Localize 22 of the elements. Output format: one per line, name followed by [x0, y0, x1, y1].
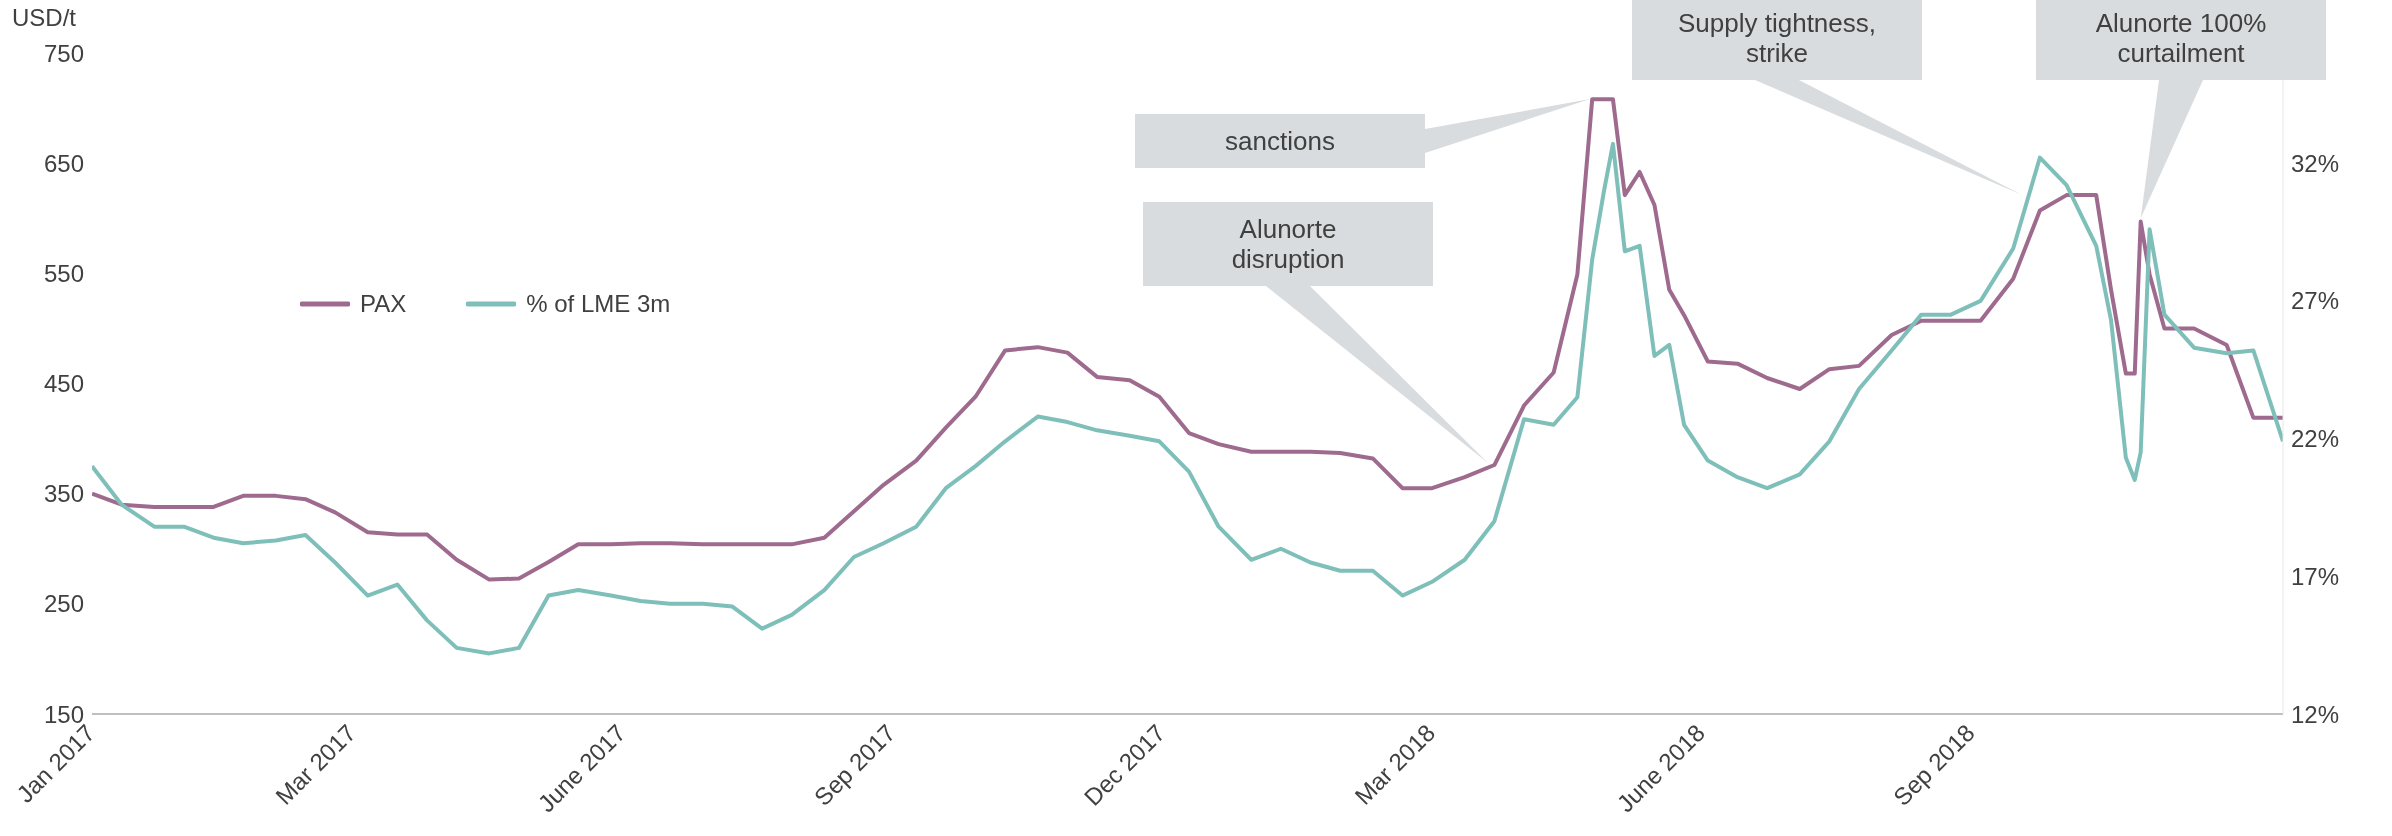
y-tick-label: 750	[43, 39, 84, 67]
y-tick-label: 550	[43, 259, 84, 287]
annotation: Alunorte disruption	[1231, 214, 1345, 274]
y2-tick-label: 12%	[2291, 700, 2340, 728]
callout-box: Supply tightness, strike	[1632, 0, 2023, 196]
y2-tick-label: 32%	[2291, 149, 2340, 177]
annotation: sanctions	[1225, 126, 1335, 156]
callout-box: sanctions	[1135, 99, 1590, 168]
y-tick-label: 450	[43, 370, 84, 398]
y-axis-title: USD/t	[12, 4, 77, 32]
callout-box: Alunorte disruption	[1143, 202, 1488, 463]
legend-label: PAX	[360, 290, 407, 318]
annotation: Supply tightness, strike	[1677, 8, 1877, 68]
y-tick-label: 650	[43, 149, 84, 177]
y-tick-label: 250	[43, 590, 84, 618]
legend-label: % of LME 3m	[526, 290, 671, 318]
y-tick-label: 350	[43, 480, 84, 508]
annotation: Alunorte 100% curtailment	[2095, 8, 2267, 68]
y2-tick-label: 17%	[2291, 562, 2340, 590]
y2-tick-label: 27%	[2291, 287, 2340, 315]
y2-tick-label: 22%	[2291, 425, 2340, 453]
line-series	[92, 97, 2283, 582]
